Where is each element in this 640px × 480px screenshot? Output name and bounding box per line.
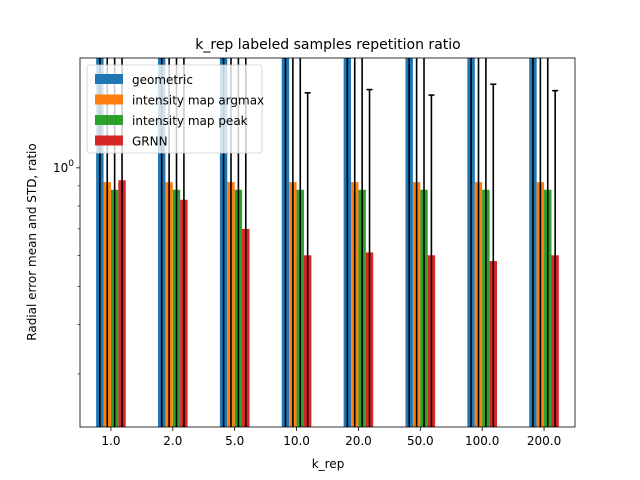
chart-title: k_rep labeled samples repetition ratio	[195, 37, 460, 53]
axes-frame	[79, 57, 576, 428]
legend-label: GRNN	[132, 135, 168, 149]
legend-swatch	[95, 135, 123, 146]
x-tick-label: 100.0	[465, 434, 499, 448]
legend-label: intensity map peak	[132, 114, 248, 128]
x-tick-label: 50.0	[407, 434, 434, 448]
legend-box	[86, 64, 263, 154]
y-axis: 100	[53, 159, 80, 375]
x-axis-label: k_rep	[312, 457, 345, 471]
legend-swatch	[95, 94, 123, 105]
x-tick-label: 5.0	[225, 434, 244, 448]
x-tick-label: 20.0	[345, 434, 372, 448]
x-tick-label: 10.0	[283, 434, 310, 448]
y-tick-label: 100	[53, 159, 74, 175]
legend: geometric intensity map argmax intensity m…	[86, 64, 264, 154]
x-tick-label: 1.0	[101, 434, 120, 448]
x-tick-label: 2.0	[163, 434, 182, 448]
x-tick-label: 200.0	[527, 434, 561, 448]
legend-label: geometric	[132, 73, 193, 87]
legend-label: intensity map argmax	[132, 94, 264, 108]
legend-swatch	[95, 115, 123, 125]
y-axis-label: Radial error mean and STD, ratio	[25, 143, 39, 340]
legend-swatch	[95, 74, 123, 84]
x-axis: 1.0 2.0 5.0 10.0 20.0 50.0 100.0 200.0	[101, 427, 561, 448]
